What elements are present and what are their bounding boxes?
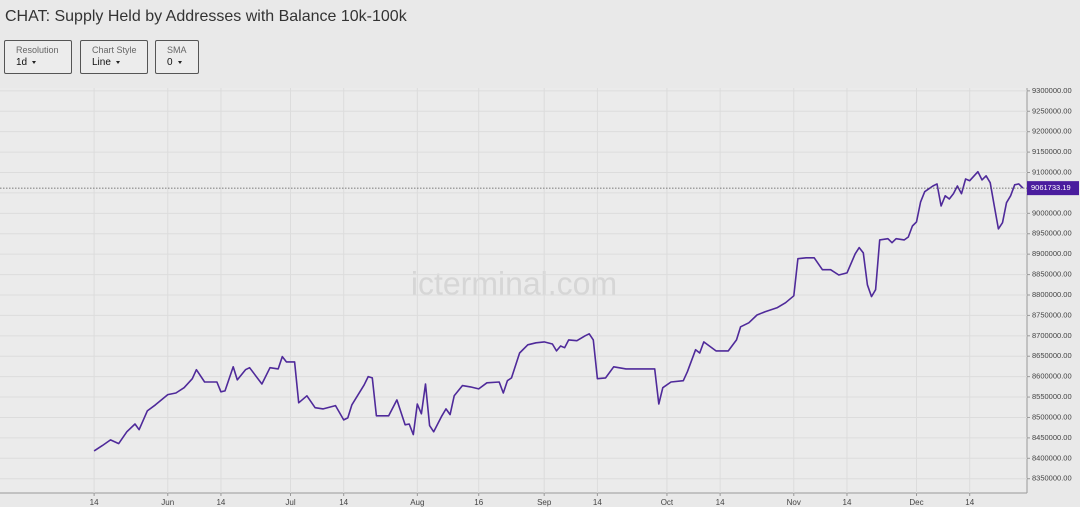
sma-dropdown[interactable]: SMA 0 — [155, 40, 199, 74]
x-tick-label: Aug — [410, 498, 424, 507]
x-tick-label: 14 — [965, 498, 974, 507]
y-tick-label: 9150000.00 — [1032, 147, 1072, 156]
x-tick-label: Dec — [909, 498, 923, 507]
y-tick-label: 8500000.00 — [1032, 412, 1072, 421]
y-tick-label: 9000000.00 — [1032, 208, 1072, 217]
x-tick-label: 14 — [90, 498, 99, 507]
dropdown-arrow — [115, 60, 120, 64]
x-tick-label: Jul — [285, 498, 295, 507]
dropdown-arrow — [32, 60, 37, 64]
y-tick-label: 8700000.00 — [1032, 331, 1072, 340]
chart-style-dropdown[interactable]: Chart Style Line — [80, 40, 148, 74]
x-tick-label: 14 — [216, 498, 225, 507]
x-tick-label: 14 — [716, 498, 725, 507]
value-text: 1d — [16, 57, 28, 68]
x-tick-label: 14 — [843, 498, 852, 507]
y-tick-label: 8350000.00 — [1032, 474, 1072, 483]
x-tick-label: 14 — [339, 498, 348, 507]
control-label: Chart Style — [92, 45, 137, 55]
page-title: CHAT: Supply Held by Addresses with Bala… — [5, 8, 407, 25]
dropdown-arrow — [177, 60, 182, 64]
x-tick-label: Jun — [161, 498, 174, 507]
y-tick-label: 9300000.00 — [1032, 86, 1072, 95]
y-tick-label: 8600000.00 — [1032, 372, 1072, 381]
x-tick-label: Nov — [787, 498, 801, 507]
data-line — [93, 170, 1024, 452]
last-value-label: 9061733.19 — [1031, 183, 1071, 192]
y-tick-label: 8750000.00 — [1032, 310, 1072, 319]
value-text: 0 — [167, 57, 173, 68]
y-tick-label: 8850000.00 — [1032, 270, 1072, 279]
control-label: SMA — [167, 45, 187, 55]
y-tick-label: 8950000.00 — [1032, 229, 1072, 238]
x-tick-label: Sep — [537, 498, 552, 507]
resolution-dropdown[interactable]: Resolution 1d — [4, 40, 72, 74]
y-tick-label: 8450000.00 — [1032, 433, 1072, 442]
watermark: icterminal.com — [411, 265, 617, 301]
x-tick-label: Oct — [661, 498, 674, 507]
plot-area — [0, 88, 1027, 493]
y-tick-label: 8900000.00 — [1032, 249, 1072, 258]
last-value-badge — [1027, 181, 1079, 196]
y-tick-label: 9250000.00 — [1032, 106, 1072, 115]
y-tick-label: 8550000.00 — [1032, 392, 1072, 401]
control-value: Line — [92, 57, 147, 68]
control-value: 0 — [167, 57, 198, 68]
control-label: Resolution — [16, 45, 59, 55]
y-tick-label: 8800000.00 — [1032, 290, 1072, 299]
y-tick-label: 9200000.00 — [1032, 127, 1072, 136]
control-value: 1d — [16, 57, 71, 68]
y-tick-label: 8650000.00 — [1032, 351, 1072, 360]
x-tick-label: 14 — [593, 498, 602, 507]
value-text: Line — [92, 57, 111, 68]
y-tick-label: 9100000.00 — [1032, 167, 1072, 176]
y-tick-label: 8400000.00 — [1032, 453, 1072, 462]
x-tick-label: 16 — [474, 498, 483, 507]
